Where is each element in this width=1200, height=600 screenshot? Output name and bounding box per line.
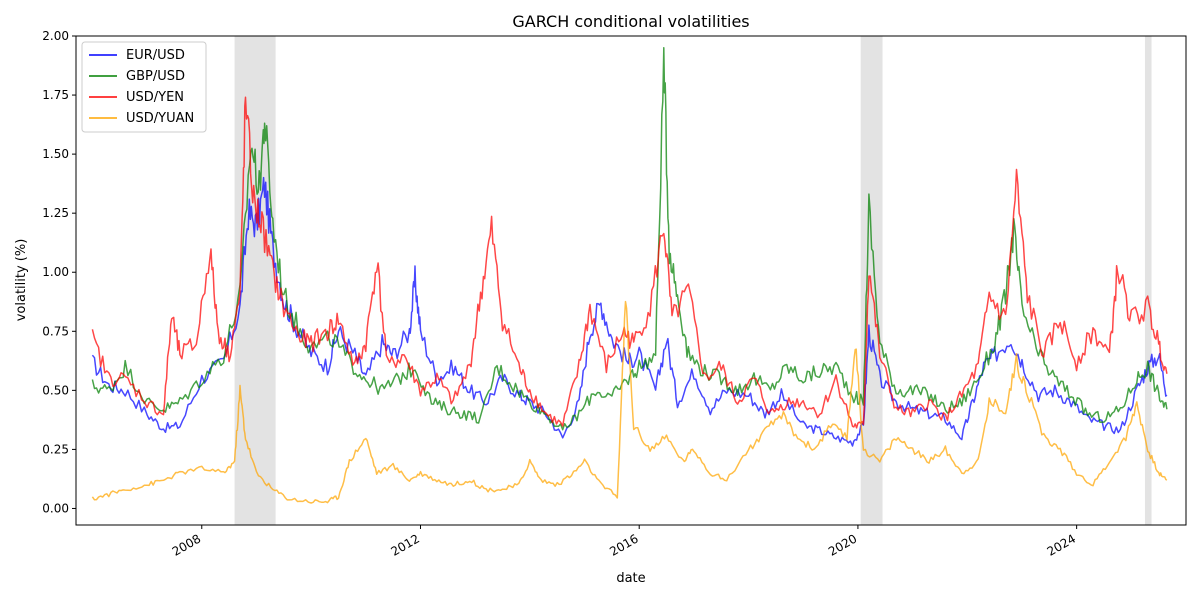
y-tick-label: 0.75 (42, 324, 69, 338)
plot-frame (75, 35, 1187, 526)
y-tick-label: 1.25 (42, 206, 69, 220)
legend-label: EUR/USD (126, 48, 185, 63)
y-tick-label: 0.00 (42, 501, 69, 515)
y-tick-label: 0.25 (42, 442, 69, 456)
y-axis-label: volatility (%) (14, 239, 29, 322)
legend: EUR/USD GBP/USD USD/YEN USD/YUAN (81, 41, 207, 133)
shaded-period-2 (860, 36, 883, 525)
shaded-period-1 (234, 36, 276, 525)
x-axis-label: date (616, 571, 645, 586)
y-axis-ticks: 0.00 0.25 0.50 0.75 1.00 1.25 1.50 1.75 2.00 (42, 29, 76, 515)
y-tick-label: 1.00 (42, 265, 69, 279)
series-lines (91, 46, 1168, 504)
series-line-usd-yuan (91, 300, 1168, 504)
series-line-gbp-usd (91, 46, 1168, 431)
shaded-period-3 (1144, 36, 1152, 525)
chart-title: GARCH conditional volatilities (512, 12, 749, 31)
y-tick-label: 0.50 (42, 383, 69, 397)
y-tick-label: 1.75 (42, 88, 69, 102)
legend-box (81, 41, 207, 133)
series-line-usd-yen (91, 96, 1168, 429)
shaded-periods (234, 36, 1152, 525)
y-tick-label: 2.00 (42, 29, 69, 43)
legend-label: GBP/USD (126, 69, 185, 84)
legend-label: USD/YEN (126, 90, 184, 105)
legend-label: USD/YUAN (126, 111, 194, 126)
y-tick-label: 1.50 (42, 147, 69, 161)
